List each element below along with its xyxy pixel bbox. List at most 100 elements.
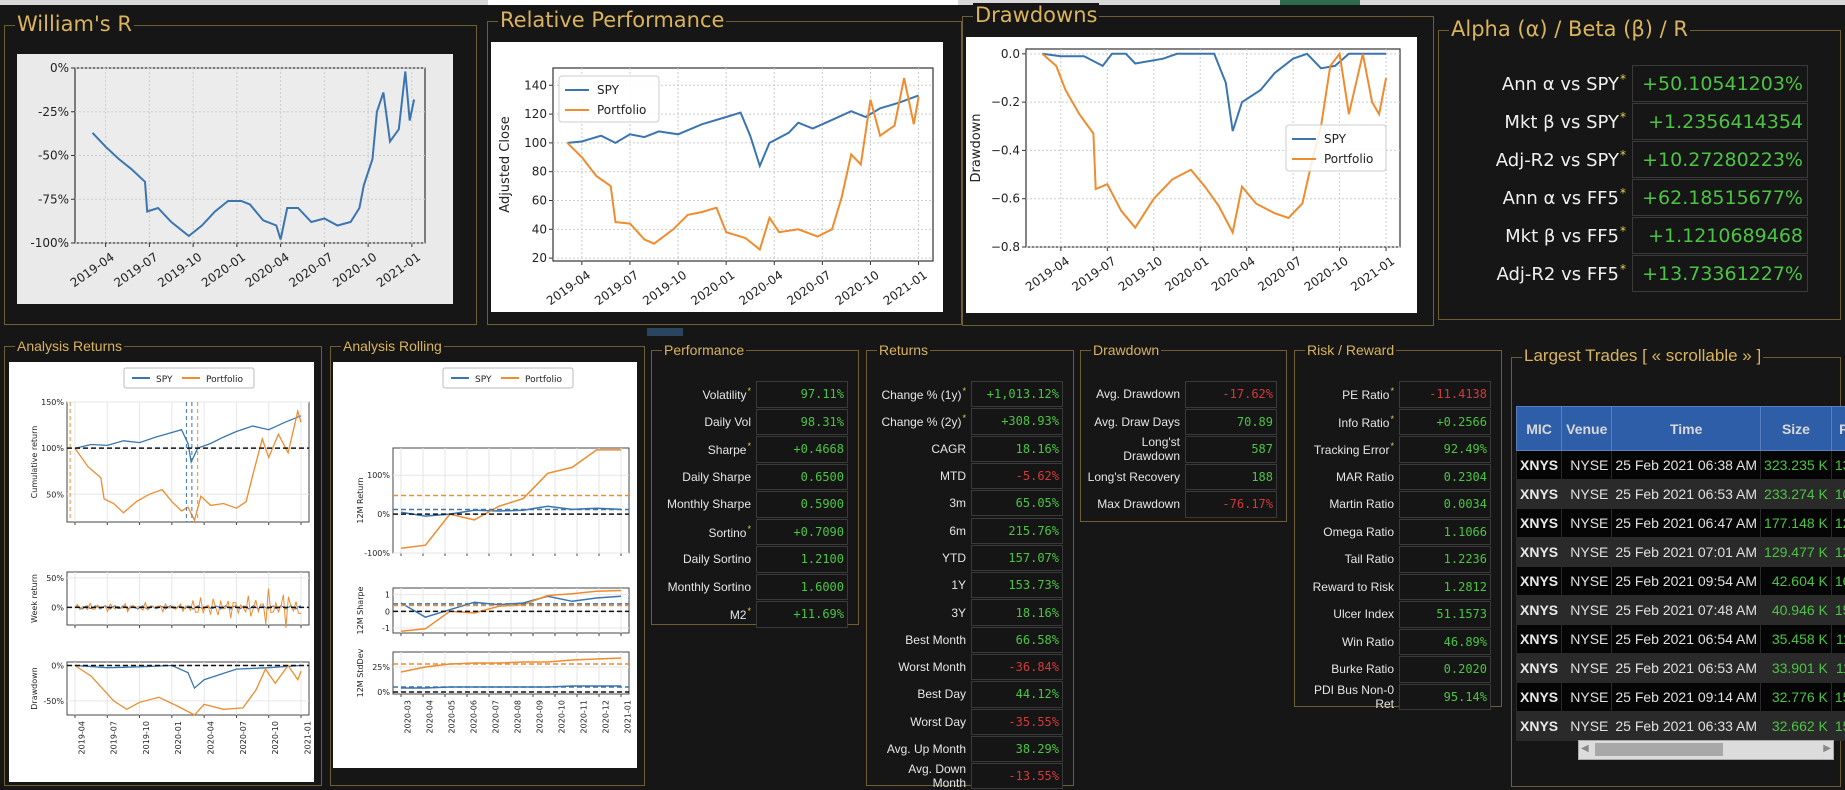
panel-returns: Returns Change % (1y)* +1,013.12% Change %… [866, 342, 1074, 790]
metric-row: Monthly Sortino 1.6000 [658, 573, 848, 600]
cell-venue: NYSE [1561, 450, 1613, 480]
metric-label: Max Drawdown [1087, 497, 1185, 511]
cell-mic: XNYS [1515, 450, 1563, 480]
x-tick-label: 2020-09 [535, 700, 544, 733]
metric-label-text: Ann α vs FF5 [1502, 188, 1619, 209]
asterisk-icon: * [1620, 110, 1626, 124]
metric-label-text: 3m [949, 496, 966, 511]
y-tick-label: -75% [38, 192, 69, 206]
asterisk-icon: * [1620, 148, 1626, 162]
x-tick-label: 2020-11 [579, 700, 588, 733]
metric-value: 0.6500 [756, 463, 848, 490]
x-tick-label: 2020-04 [425, 700, 434, 733]
cell-mic: XNYS [1515, 682, 1563, 712]
metric-value: 66.58% [971, 626, 1063, 653]
column-header-price[interactable]: Price [1830, 406, 1845, 451]
metric-row: 6m 215.76% [873, 517, 1063, 544]
metric-value: 18.16% [971, 435, 1063, 462]
metric-label-text: Worst Month [898, 660, 966, 675]
metric-value: 51.1573 [1399, 601, 1491, 628]
horizontal-scrollbar[interactable]: ◀ ▶ [1578, 740, 1834, 760]
metric-value: 1.1066 [1399, 518, 1491, 545]
metric-row: Burke Ratio 0.2020 [1301, 656, 1491, 683]
cell-price: 112.00 [1830, 624, 1845, 654]
drawdowns-chart: 2019-04 2019-07 2019-10 2020-01 2020-04 2020-… [966, 37, 1417, 313]
x-tick-label: 2020-01 [688, 268, 737, 308]
metric-value: 18.16% [971, 599, 1063, 626]
y-tick-label: 100% [367, 471, 390, 480]
asterisk-icon: * [747, 606, 751, 617]
asterisk-icon: * [1390, 441, 1394, 452]
y-tick-label: -100% [30, 236, 69, 250]
panel-largest-trades: Largest Trades [ « scrollable » ] MIC Ven… [1511, 346, 1845, 787]
x-tick-label: 2020-04 [1209, 254, 1258, 294]
y-tick-label: -1 [382, 624, 390, 633]
window-strip [488, 0, 958, 5]
metric-label: Worst Day [873, 715, 971, 729]
series-line-spy [74, 664, 302, 690]
metric-label: Best Day [873, 687, 971, 701]
y-tick-label: −0.8 [991, 240, 1020, 254]
scroll-right-icon[interactable]: ▶ [1823, 743, 1831, 754]
panel-title: Risk / Reward [1305, 342, 1397, 358]
y-tick-label: −0.4 [991, 143, 1020, 157]
column-header-size[interactable]: Size [1760, 406, 1832, 451]
metric-value: 0.2020 [1399, 656, 1491, 683]
metric-label-text: Change % (1y) [881, 388, 962, 403]
metric-label: CAGR [873, 442, 971, 456]
column-header-time[interactable]: Time [1611, 406, 1762, 451]
y-tick-label: 0% [377, 510, 390, 519]
scroll-left-icon[interactable]: ◀ [1581, 743, 1589, 754]
asterisk-icon: * [962, 386, 966, 397]
relative-performance-chart: 2019-04 2019-07 2019-10 2020-01 2020-04 2020-… [491, 42, 943, 312]
cell-size: 42.604 K [1760, 566, 1832, 596]
metric-value: -17.62% [1185, 381, 1277, 408]
metric-label: 6m [873, 524, 971, 538]
metric-label: Mkt β vs SPY* [1439, 110, 1632, 133]
analysis-returns-svg: SPY Portfolio 150% 100% 50% Cumulative return… [30, 367, 312, 754]
cell-venue: NYSE [1561, 566, 1613, 596]
metric-label-text: MAR Ratio [1335, 469, 1394, 484]
metric-row: Martin Ratio 0.0034 [1301, 491, 1491, 518]
column-header-mic[interactable]: MIC [1515, 406, 1563, 451]
panel-title: Relative Performance [498, 8, 727, 32]
y-tick-label: −0.2 [991, 95, 1020, 109]
x-tick-label: 2021-01 [303, 721, 312, 754]
asterisk-icon: * [747, 441, 751, 452]
metric-row: Worst Month -36.84% [873, 654, 1063, 681]
panel-relative-performance: Relative Performance 2019-04 2019-07 2019-… [487, 8, 962, 325]
top-strip [0, 0, 1845, 5]
metric-label-text: Best Day [917, 687, 966, 702]
cell-price: 138.00 [1830, 450, 1845, 480]
x-tick-label: 2020-12 [601, 700, 610, 733]
metric-label-text: PDI Bus Non-0 Ret [1313, 682, 1394, 711]
metric-row: Change % (2y)* +308.93% [873, 408, 1063, 435]
cell-venue: NYSE [1561, 537, 1613, 567]
scroll-thumb[interactable] [1595, 743, 1723, 756]
cell-mic: XNYS [1515, 479, 1563, 509]
x-tick-label: 2020-07 [1255, 254, 1304, 294]
column-header-venue[interactable]: Venue [1561, 406, 1613, 451]
metric-label: Adj-R2 vs SPY* [1439, 148, 1632, 171]
metric-label: M2* [658, 606, 756, 622]
metric-label: Daily Vol [658, 415, 756, 429]
panel-performance: Performance Volatility* 97.11% Daily Vol 98… [651, 342, 859, 628]
metric-row: Avg. Up Month 38.29% [873, 735, 1063, 763]
x-tick-label: 2020-05 [447, 700, 456, 733]
metric-label-text: Daily Sharpe [682, 469, 751, 484]
metric-row: M2* +11.69% [658, 601, 848, 628]
cell-price: 129.05 [1830, 508, 1845, 538]
metric-label: Sortino* [658, 524, 756, 540]
metric-label: 1Y [873, 578, 971, 592]
